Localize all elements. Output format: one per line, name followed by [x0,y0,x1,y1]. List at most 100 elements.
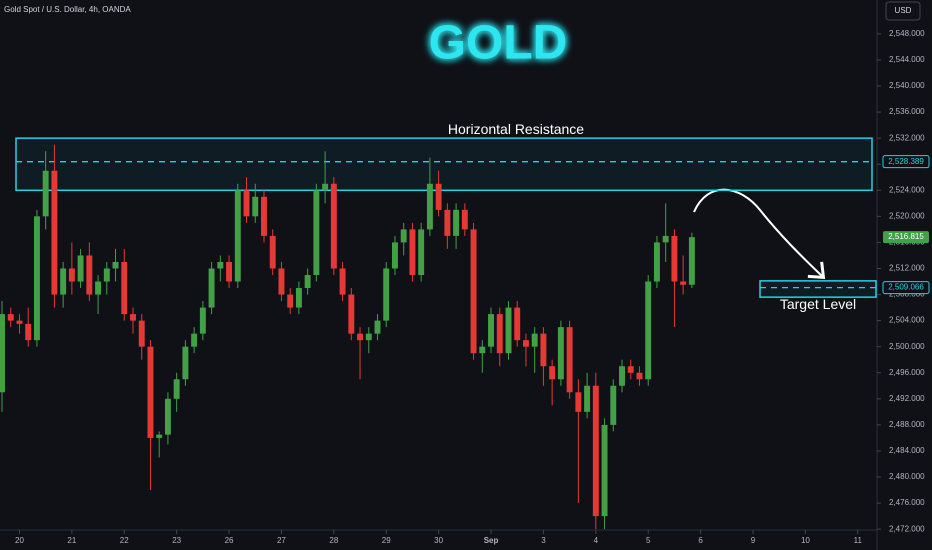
currency-button[interactable] [885,1,921,21]
x-tick-label: 23 [172,536,181,545]
y-tick-label: 2,484.000 [889,446,925,455]
candle-body [304,275,311,289]
x-tick-label: 22 [120,536,129,545]
y-tick-label: 2,540.000 [889,81,925,90]
candle-body [330,183,337,269]
candle-body [653,242,660,282]
y-tick-label: 2,520.000 [889,211,925,220]
y-tick-label: 2,496.000 [889,368,925,377]
zone-box [15,137,873,192]
plot [0,137,877,530]
x-tick-label: 4 [594,536,599,545]
x-tick-label: 29 [382,536,391,545]
x-tick-label: 11 [854,536,863,545]
symbol-label: Gold Spot / U.S. Dollar, 4h, OANDA [4,5,131,14]
x-tick-label: 6 [698,536,703,545]
candle-body [112,261,119,269]
y-tick-label: 2,488.000 [889,420,925,429]
candle-body [199,307,206,334]
candle-body [418,229,425,275]
x-tick-label: 27 [277,536,286,545]
candle-body [261,196,267,236]
candle-body [313,190,320,275]
candle-body [671,235,678,282]
candle-body [549,366,556,380]
y-tick-label: 2,480.000 [889,472,925,481]
candle-body [16,320,23,324]
x-tick-label: 5 [646,536,651,545]
candle-body [496,314,503,354]
x-tick-label: 28 [329,536,338,545]
candle-body [444,209,451,236]
currency-label[interactable]: USD [895,6,912,15]
candle-body [269,235,276,269]
zone-box [759,280,877,298]
candle-body [138,320,145,347]
candle-body [182,346,189,380]
candle-body [86,255,93,295]
candle-body [357,333,364,341]
candle-body [505,307,512,354]
candle-body [164,398,171,435]
x-tick-label: 30 [434,536,443,545]
candle-body [0,314,5,393]
chart-title: GOLD [429,17,568,70]
candle-body [592,385,599,517]
candle-body [365,333,372,341]
y-tick-label: 2,508.000 [889,290,925,299]
candle-body [470,229,477,354]
candle-body [77,255,84,282]
y-tick-label: 2,532.000 [889,133,925,142]
candle-body [322,183,329,191]
x-tick-label: 9 [751,536,756,545]
candle-body [680,281,687,285]
candle-body [461,209,468,230]
candle-body [409,229,416,275]
candle-body [295,288,302,308]
candle-body [575,392,582,412]
candle-body [156,434,163,438]
candle-body [278,268,285,295]
candle-body [584,385,591,412]
candle-body [426,183,433,230]
candle-body [7,314,14,321]
candle-body [25,323,32,341]
candle-body [391,242,398,269]
x-tick-label: 26 [225,536,234,545]
candle-body [566,327,573,393]
y-tick-label: 2,544.000 [889,55,925,64]
y-tick-label: 2,536.000 [889,107,925,116]
candle-body [540,333,547,367]
candle-body [243,190,250,217]
candle-body [173,379,180,399]
y-tick-label: 2,548.000 [889,29,925,38]
y-tick-label: 2,512.000 [889,264,925,273]
candle-body [348,294,355,334]
x-tick-label: 10 [801,536,810,545]
candle-body [234,190,241,282]
zone-label: Horizontal Resistance [448,121,584,137]
candle-body [60,268,67,295]
x-tick-label: 21 [67,536,76,545]
candle-body [688,237,695,285]
candle-body [619,366,625,386]
candle-body [208,268,215,308]
candle-body [217,261,224,269]
candle-body [453,209,460,236]
zone-price-tag [882,281,930,295]
zone-price-label: 2,509.066 [888,283,924,292]
y-tick-label: 2,500.000 [889,342,925,351]
candle-body [435,183,442,210]
candle-body [121,261,128,315]
candle-body [479,346,486,354]
candle-body [383,268,390,321]
candle-body [68,268,75,282]
candle-body [374,320,381,334]
candle-body [42,170,49,217]
candle-body [33,216,40,341]
candle-body [103,268,110,282]
candle-body [522,340,529,347]
